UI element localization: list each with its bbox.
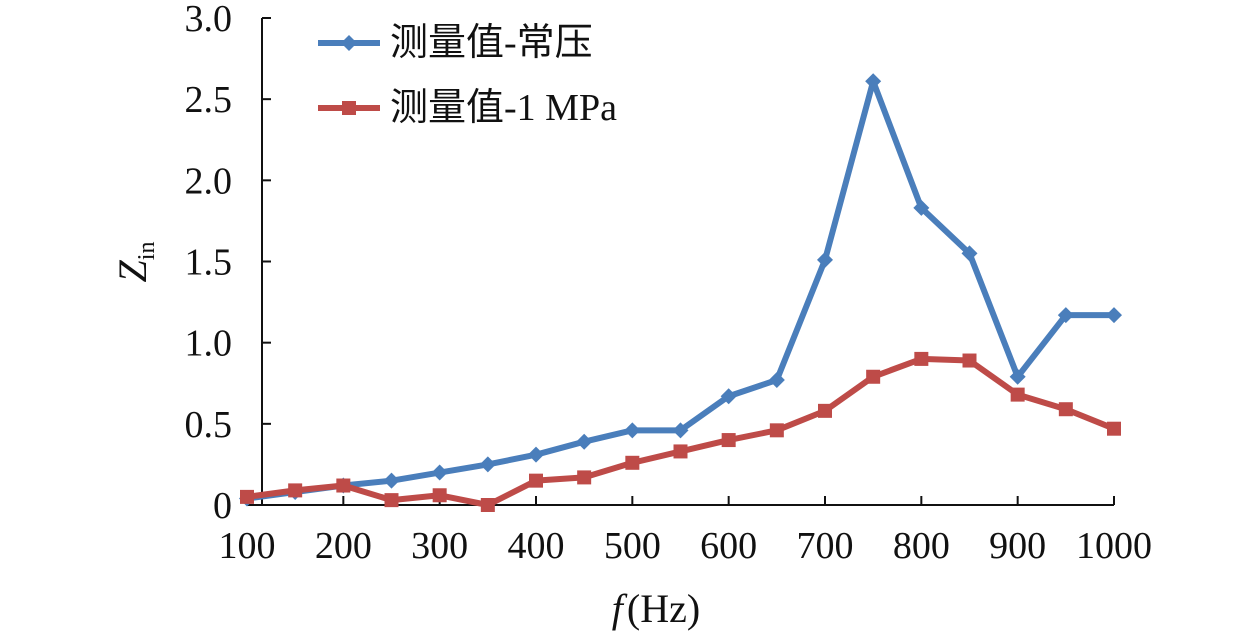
legend: 测量值-常压 测量值-1 MPa bbox=[318, 22, 617, 129]
x-tick-label: 900 bbox=[989, 525, 1046, 567]
series-2-point bbox=[625, 455, 640, 470]
legend-label-series-1: 测量值-常压 bbox=[390, 22, 593, 64]
series-2-point bbox=[480, 498, 495, 512]
series-2-point bbox=[721, 433, 736, 448]
x-axis-title-unit: (Hz) bbox=[627, 586, 700, 631]
series-2-point bbox=[529, 473, 543, 488]
series-1-point bbox=[768, 372, 785, 389]
x-tick-label: 800 bbox=[893, 525, 950, 567]
series-1-point bbox=[1057, 307, 1074, 324]
series-2-point bbox=[1010, 387, 1025, 402]
y-tick-label: 2.0 bbox=[185, 160, 233, 202]
y-tick-label: 1.0 bbox=[185, 323, 233, 365]
legend-diamond-marker bbox=[341, 35, 357, 51]
legend-label-series-2: 测量值-1 MPa bbox=[390, 87, 617, 129]
y-axis-title-subscript: in bbox=[134, 242, 160, 261]
x-tick-label: 700 bbox=[797, 525, 854, 567]
series-1-point bbox=[865, 73, 882, 90]
series-2-point bbox=[866, 369, 881, 384]
y-tick-label: 0 bbox=[213, 485, 232, 527]
series-layer bbox=[239, 73, 1122, 512]
series-1-point bbox=[817, 251, 833, 268]
x-axis-title: f (Hz) bbox=[612, 586, 700, 631]
series-1-point bbox=[672, 422, 689, 439]
series-2-point bbox=[432, 488, 447, 503]
series-2-point bbox=[1058, 402, 1073, 417]
y-tick-label: 0.5 bbox=[185, 404, 233, 446]
y-axis-ticks: 0 0.5 1.0 1.5 2.0 2.5 3.0 bbox=[185, 0, 271, 527]
x-tick-label: 500 bbox=[604, 525, 661, 567]
series-1-point bbox=[576, 433, 593, 450]
series-1-point bbox=[913, 199, 930, 216]
y-axis-title-text: Zin bbox=[110, 242, 160, 283]
series-2-point bbox=[336, 478, 351, 493]
y-axis-title: Zin bbox=[110, 242, 160, 283]
series-1-point bbox=[528, 446, 544, 463]
x-tick-label: 600 bbox=[700, 525, 757, 567]
series-2-point bbox=[577, 470, 592, 485]
x-tick-label: 400 bbox=[508, 525, 565, 567]
series-2-point bbox=[240, 489, 254, 504]
legend-item-series-1: 测量值-常压 bbox=[318, 22, 593, 64]
x-tick-label: 200 bbox=[315, 525, 372, 567]
series-2-point bbox=[962, 353, 977, 368]
series-2-point bbox=[1107, 421, 1121, 436]
series-1-point bbox=[479, 456, 496, 473]
x-tick-label: 1000 bbox=[1076, 525, 1152, 567]
legend-item-series-2: 测量值-1 MPa bbox=[318, 87, 617, 129]
y-tick-label: 2.5 bbox=[185, 79, 233, 121]
series-2-point bbox=[384, 493, 399, 508]
y-axis-title-main: Z bbox=[110, 259, 155, 282]
series-1-point bbox=[383, 472, 400, 489]
series-1-point bbox=[1106, 307, 1122, 324]
series-1-point bbox=[961, 245, 978, 262]
series-1-point bbox=[624, 422, 641, 439]
series-2-point bbox=[818, 403, 832, 418]
x-axis-title-variable: f bbox=[612, 586, 628, 631]
series-2-point bbox=[673, 444, 688, 459]
series-1-point bbox=[720, 388, 737, 405]
series-2-point bbox=[769, 423, 784, 438]
series-1-point bbox=[431, 464, 448, 481]
x-tick-label: 100 bbox=[219, 525, 276, 567]
series-1-point bbox=[1009, 368, 1026, 385]
y-tick-label: 3.0 bbox=[185, 0, 233, 40]
legend-square-marker bbox=[342, 101, 356, 115]
y-tick-label: 1.5 bbox=[185, 242, 233, 284]
series-2-point bbox=[914, 351, 929, 366]
x-axis-ticks: 100 200 300 400 500 600 700 800 900 1000 bbox=[219, 496, 1152, 567]
x-tick-label: 300 bbox=[411, 525, 468, 567]
series-2-point bbox=[288, 483, 303, 498]
